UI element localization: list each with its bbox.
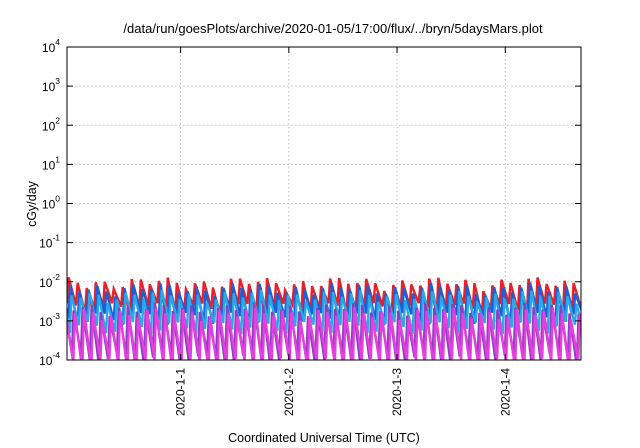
series-layer [67,276,581,360]
y-axis: 104 103 102 101 100 10-1 10-2 10-3 10-4 [39,37,581,368]
y-tick-label: 101 [42,154,60,172]
y-tick-label: 102 [42,115,60,133]
y-tick-label: 103 [42,76,60,94]
x-axis-label: Coordinated Universal Time (UTC) [228,431,420,445]
x-tick-label: 2020-1-4 [498,368,512,416]
y-tick-label: 10-1 [39,233,60,251]
x-tick-label: 2020-1-3 [390,368,404,416]
chart-title: /data/run/goesPlots/archive/2020-01-05/1… [123,21,543,36]
x-tick-label: 2020-1-2 [282,368,296,416]
x-tick-label: 2020-1-1 [174,368,188,416]
y-tick-label: 10-4 [39,350,60,368]
y-tick-label: 100 [42,194,60,212]
series-line-4 [67,307,581,360]
series-group [67,276,581,360]
y-axis-label: cGy/day [25,180,39,227]
y-tick-label: 10-3 [39,311,60,329]
x-axis: 2020-1-1 2020-1-2 2020-1-3 2020-1-4 [174,47,512,416]
y-tick-label: 104 [42,37,60,55]
y-tick-label: 10-2 [39,272,60,290]
